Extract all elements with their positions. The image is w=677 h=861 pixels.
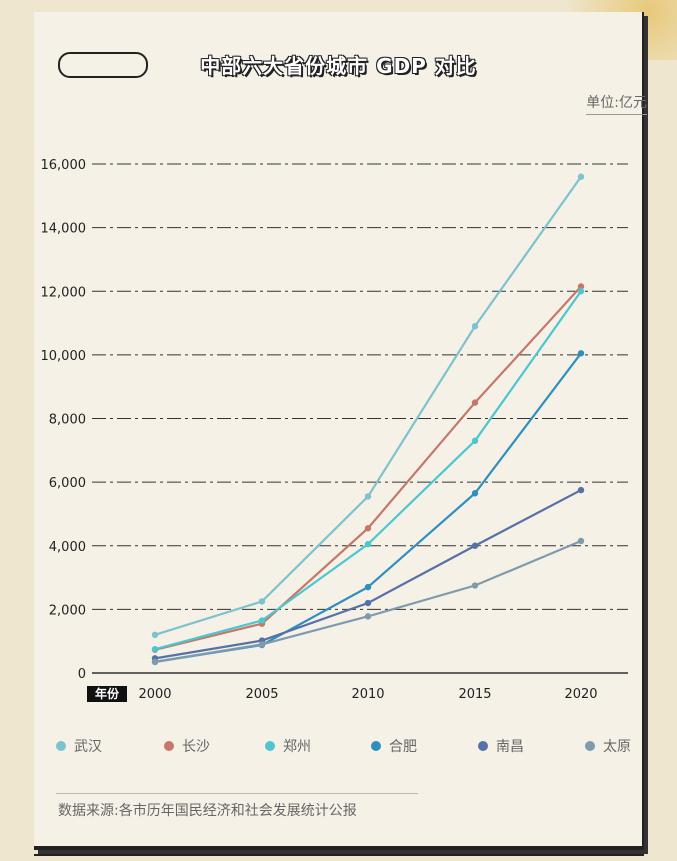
- y-tick-label: 4,000: [49, 540, 86, 555]
- data-point: [364, 493, 372, 500]
- legend-marker: [478, 741, 488, 751]
- legend-item: 郑州: [265, 736, 311, 756]
- legend-marker: [56, 741, 66, 751]
- legend-item: 太原: [585, 736, 631, 756]
- legend-label: 合肥: [389, 739, 417, 755]
- chart-title: 中部六大省份城市 GDP 对比: [200, 54, 477, 78]
- data-point: [364, 599, 372, 607]
- bottom-border: [34, 846, 644, 856]
- y-tick-label: 16,000: [41, 158, 87, 173]
- legend-item: 武汉: [56, 736, 102, 756]
- y-tick-label: 14,000: [41, 222, 87, 237]
- legend-marker: [164, 741, 174, 751]
- data-point: [471, 542, 479, 549]
- x-tick-label: 2020: [564, 687, 597, 702]
- series-line: [154, 285, 582, 651]
- legend-label: 南昌: [496, 739, 524, 755]
- data-point: [364, 613, 372, 620]
- data-point: [258, 641, 266, 648]
- data-point: [577, 486, 585, 494]
- legend-marker: [585, 741, 595, 751]
- data-point: [577, 537, 585, 545]
- decorative-pill: [58, 52, 148, 78]
- legend-item: 合肥: [371, 736, 417, 756]
- data-point: [471, 399, 479, 406]
- data-point: [577, 283, 585, 290]
- x-tick-label: 2000: [138, 687, 171, 702]
- data-point: [471, 437, 479, 444]
- data-point: [471, 582, 479, 589]
- legend-item: 长沙: [164, 736, 210, 756]
- chart-card: [34, 12, 644, 850]
- series-line: [154, 176, 582, 636]
- data-point: [471, 490, 479, 497]
- y-tick-label: 6,000: [49, 476, 86, 491]
- x-axis-label: 年份: [87, 686, 127, 702]
- data-point: [151, 645, 159, 653]
- data-point: [577, 173, 585, 180]
- data-point: [258, 598, 266, 605]
- y-tick-label: 2,000: [49, 603, 86, 618]
- legend-item: 南昌: [478, 736, 524, 756]
- data-point: [364, 583, 372, 591]
- x-tick-label: 2015: [458, 687, 491, 702]
- legend-label: 武汉: [74, 739, 102, 755]
- y-tick-label: 8,000: [49, 413, 86, 428]
- legend-label: 太原: [603, 739, 631, 755]
- data-point: [577, 350, 585, 357]
- data-point: [258, 617, 266, 624]
- data-point: [364, 525, 372, 532]
- x-tick-label: 2005: [245, 687, 278, 702]
- series-line: [154, 290, 582, 651]
- data-point: [151, 631, 159, 639]
- chart-legend: 武汉 长沙 郑州 合肥 南昌 太原: [56, 736, 636, 758]
- data-point: [151, 658, 159, 666]
- y-tick-label: 0: [78, 667, 86, 682]
- data-point: [577, 288, 585, 295]
- legend-label: 长沙: [182, 739, 210, 755]
- legend-marker: [371, 741, 381, 751]
- unit-label: 单位:亿元: [586, 92, 647, 115]
- y-tick-label: 10,000: [41, 349, 87, 364]
- legend-label: 郑州: [283, 739, 311, 755]
- x-tick-label: 2010: [351, 687, 384, 702]
- data-point: [471, 323, 479, 330]
- data-source: 数据来源:各市历年国民经济和社会发展统计公报: [58, 803, 357, 819]
- legend-marker: [265, 741, 275, 751]
- y-tick-label: 12,000: [41, 285, 87, 300]
- data-point: [364, 540, 372, 548]
- source-divider: [56, 793, 418, 794]
